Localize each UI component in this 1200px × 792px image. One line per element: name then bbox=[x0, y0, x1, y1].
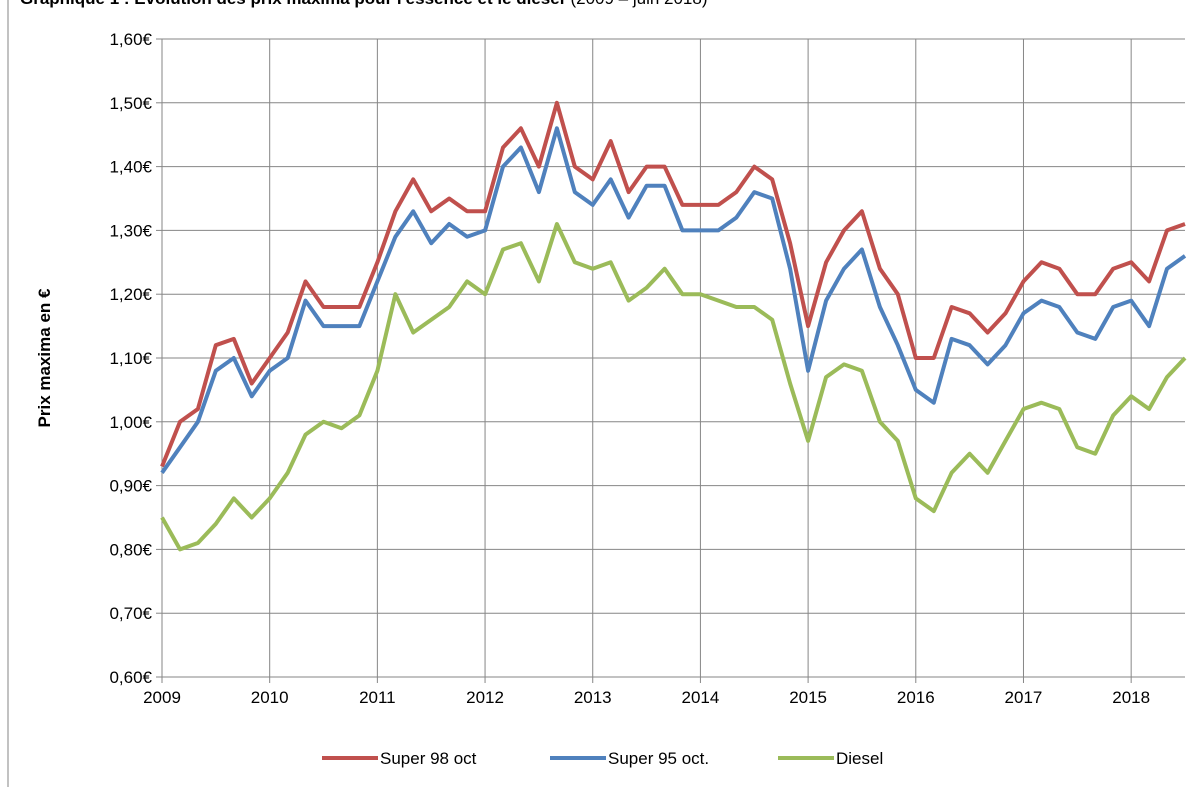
y-tick-label: 1,60€ bbox=[109, 30, 152, 49]
x-tick-label: 2014 bbox=[682, 688, 720, 707]
y-tick-label: 1,00€ bbox=[109, 413, 152, 432]
legend-label: Diesel bbox=[836, 749, 883, 768]
y-tick-label: 1,30€ bbox=[109, 221, 152, 240]
title-sub: (2009 – juin 2018) bbox=[570, 0, 707, 8]
y-tick-label: 1,10€ bbox=[109, 349, 152, 368]
series-line bbox=[160, 100, 1186, 468]
x-tick-label: 2017 bbox=[1005, 688, 1043, 707]
x-tick-label: 2011 bbox=[359, 688, 396, 707]
title-main: Graphique 1 : Evolution des prix maxima … bbox=[20, 0, 564, 8]
x-tick-label: 2018 bbox=[1112, 688, 1150, 707]
y-tick-label: 1,50€ bbox=[109, 94, 152, 113]
chart-title: Graphique 1 : Evolution des prix maxima … bbox=[20, 0, 708, 8]
y-tick-label: 0,60€ bbox=[109, 668, 152, 687]
x-tick-label: 2013 bbox=[574, 688, 612, 707]
x-tick-label: 2016 bbox=[897, 688, 935, 707]
series-line bbox=[160, 126, 1187, 474]
x-tick-label: 2015 bbox=[789, 688, 827, 707]
y-tick-label: 0,70€ bbox=[109, 604, 152, 623]
legend-label: Super 95 oct. bbox=[608, 749, 709, 768]
y-tick-label: 1,20€ bbox=[109, 285, 152, 304]
y-axis-label: Prix maxima en € bbox=[35, 288, 54, 427]
x-tick-label: 2010 bbox=[251, 688, 289, 707]
series-line bbox=[160, 222, 1187, 552]
chart-frame bbox=[7, 0, 9, 792]
y-tick-label: 0,80€ bbox=[109, 540, 152, 559]
x-tick-label: 2012 bbox=[466, 688, 504, 707]
legend-label: Super 98 oct bbox=[380, 749, 477, 768]
x-tick-label: 2009 bbox=[143, 688, 181, 707]
y-tick-label: 1,40€ bbox=[109, 158, 152, 177]
y-tick-label: 0,90€ bbox=[109, 477, 152, 496]
